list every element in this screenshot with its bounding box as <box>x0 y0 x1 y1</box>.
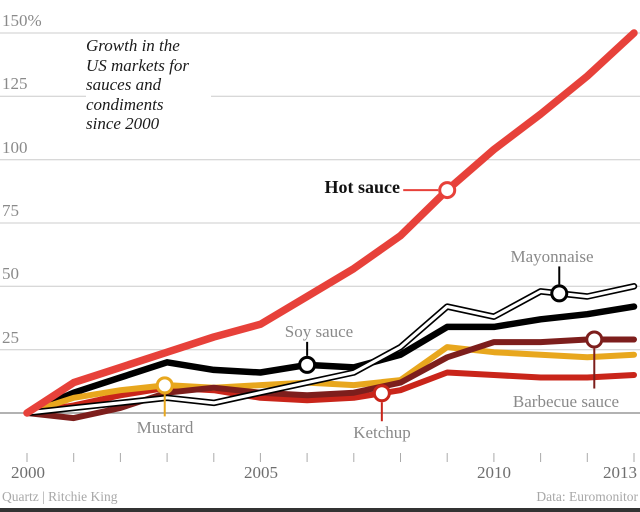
bottom-rule <box>0 508 640 512</box>
y-axis-label-125: 125 <box>2 74 28 93</box>
footer-source: Data: Euromonitor <box>536 489 638 504</box>
chart-title: Growth in the US markets for sauces and … <box>86 36 211 136</box>
series-label-barbecue-sauce: Barbecue sauce <box>512 392 620 411</box>
x-axis-label-2013: 2013 <box>603 463 637 482</box>
series-label-mayonnaise: Mayonnaise <box>510 247 594 266</box>
y-axis-label-100: 100 <box>2 138 28 157</box>
x-axis-label-2005: 2005 <box>244 463 278 482</box>
series-label-mustard: Mustard <box>136 418 194 437</box>
x-axis-label-2010: 2010 <box>477 463 511 482</box>
series-label-soy-sauce: Soy sauce <box>284 322 354 341</box>
y-axis-label-25: 25 <box>2 328 19 347</box>
x-axis-label-2000: 2000 <box>11 463 45 482</box>
series-label-ketchup: Ketchup <box>353 423 411 442</box>
footer-credit: Quartz | Ritchie King <box>2 489 118 504</box>
series-label-hot-sauce: Hot sauce <box>324 177 401 197</box>
y-axis-label-75: 75 <box>2 201 19 220</box>
y-axis-label-150: 150% <box>2 11 42 30</box>
y-axis-label-50: 50 <box>2 264 19 283</box>
